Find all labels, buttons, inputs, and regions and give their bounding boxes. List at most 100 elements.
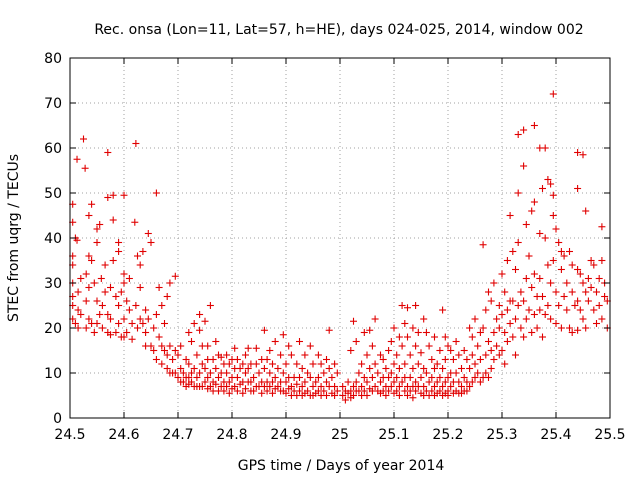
data-point — [582, 207, 590, 215]
data-point — [584, 275, 592, 282]
data-point — [112, 329, 120, 336]
data-point — [158, 360, 166, 368]
data-point — [115, 248, 123, 255]
data-point — [487, 365, 495, 372]
x-tick-label: 24.7 — [162, 427, 193, 443]
data-point — [468, 351, 476, 359]
data-point — [225, 389, 233, 397]
data-point — [225, 360, 233, 368]
data-point — [132, 140, 140, 147]
data-point — [177, 342, 185, 350]
data-point — [582, 288, 590, 296]
data-point — [85, 284, 93, 291]
y-tick-label: 60 — [44, 141, 62, 157]
data-point — [242, 385, 249, 393]
data-point — [163, 351, 171, 359]
data-point — [104, 194, 112, 201]
data-point — [428, 387, 436, 395]
data-point — [431, 383, 438, 390]
data-point — [285, 342, 293, 350]
data-point — [177, 365, 185, 372]
data-point — [431, 333, 438, 341]
data-point — [422, 329, 430, 336]
data-point — [239, 389, 247, 397]
data-point — [501, 360, 509, 368]
data-point — [242, 369, 249, 377]
grid-lines — [70, 58, 610, 418]
data-point — [185, 374, 193, 381]
data-point — [598, 223, 606, 231]
data-point — [155, 284, 163, 291]
data-point — [547, 180, 555, 188]
data-point — [536, 275, 544, 282]
data-point — [323, 378, 330, 386]
data-point — [244, 344, 252, 352]
data-point — [528, 329, 536, 336]
data-point — [584, 297, 592, 305]
data-point — [274, 383, 282, 390]
data-point — [231, 344, 239, 352]
data-point — [204, 342, 212, 350]
data-point — [490, 329, 498, 336]
data-point — [328, 374, 336, 381]
data-point — [360, 387, 368, 395]
data-point — [358, 360, 366, 368]
data-point — [420, 315, 428, 323]
data-point — [471, 360, 479, 368]
data-point — [325, 365, 333, 372]
data-point — [503, 306, 511, 314]
data-point — [201, 365, 209, 372]
data-point — [217, 353, 225, 361]
data-point — [493, 315, 501, 323]
data-point — [377, 378, 384, 386]
data-point — [269, 360, 276, 368]
data-point — [574, 297, 582, 305]
data-point — [512, 266, 519, 273]
data-point — [73, 236, 81, 244]
data-point — [530, 270, 538, 278]
y-axis-label: STEC from uqrg / TECUs — [6, 154, 22, 322]
data-point — [466, 383, 474, 390]
data-point — [455, 351, 463, 359]
data-point — [85, 315, 93, 323]
y-tick-label: 40 — [44, 231, 62, 247]
x-tick-label: 24.9 — [270, 427, 301, 443]
data-point — [495, 351, 503, 359]
data-point — [309, 383, 317, 390]
data-point — [579, 279, 587, 287]
data-point — [514, 302, 522, 309]
data-point — [593, 288, 600, 296]
data-point — [363, 378, 371, 386]
data-point — [525, 306, 533, 314]
data-point — [306, 374, 314, 381]
data-point — [460, 347, 468, 354]
data-point — [485, 338, 492, 345]
data-point — [97, 275, 105, 282]
data-point — [104, 311, 112, 318]
data-point — [185, 360, 193, 368]
data-point — [139, 248, 147, 255]
data-point — [371, 315, 379, 323]
data-point — [296, 374, 303, 381]
data-point — [74, 288, 82, 296]
data-point — [458, 383, 465, 390]
data-point — [161, 347, 168, 354]
data-point — [493, 342, 501, 350]
data-point — [395, 392, 403, 399]
data-point — [533, 324, 541, 332]
y-tick-label: 0 — [53, 411, 62, 427]
data-point — [231, 383, 239, 390]
data-point — [379, 356, 387, 363]
data-point — [436, 347, 444, 354]
data-point — [409, 394, 417, 402]
y-tick-label: 20 — [44, 321, 62, 337]
data-point — [331, 383, 339, 390]
data-point — [544, 176, 552, 183]
data-point — [495, 324, 503, 332]
data-point — [115, 302, 123, 309]
data-point — [82, 324, 90, 332]
data-point — [414, 329, 422, 336]
data-point — [301, 378, 309, 386]
data-point — [212, 365, 220, 372]
data-point — [471, 315, 479, 323]
